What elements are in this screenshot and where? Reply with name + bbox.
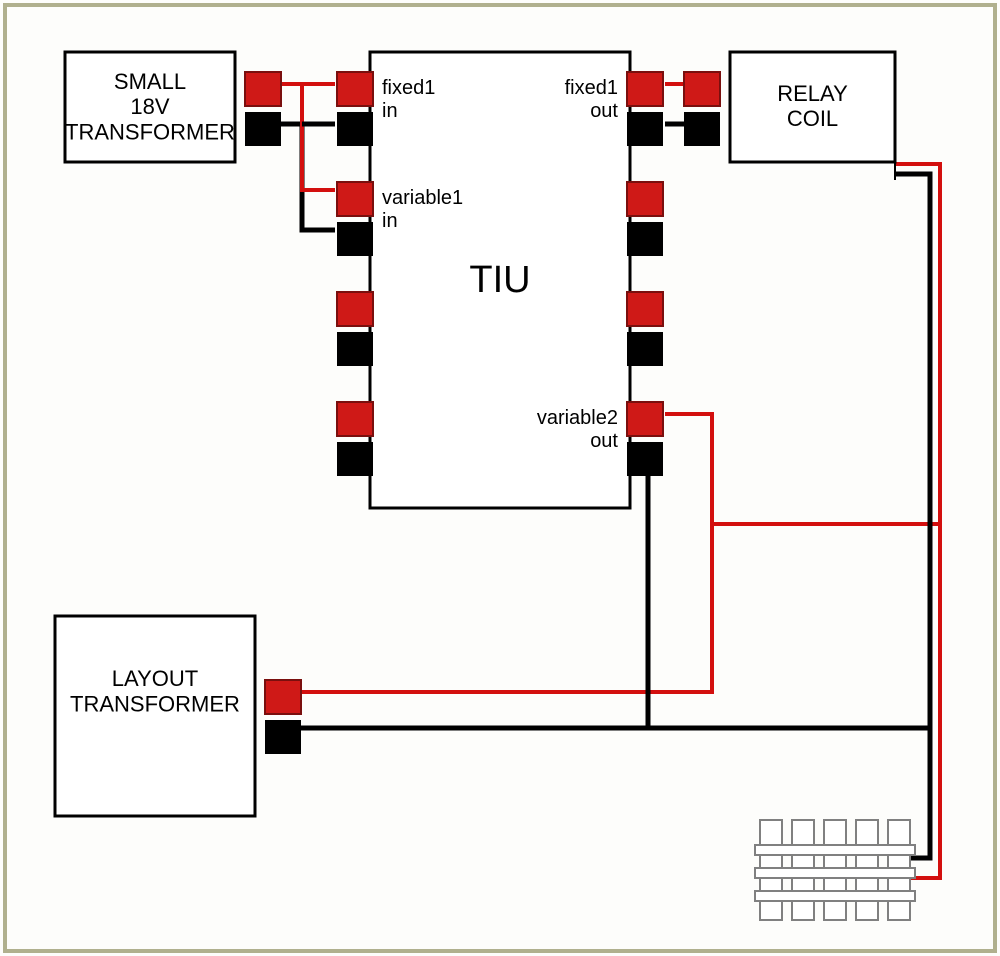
small_transformer: SMALL18VTRANSFORMER [65,52,235,162]
track [755,820,915,920]
relay_coil: RELAYCOIL [730,52,895,162]
layout_transformer: LAYOUTTRANSFORMER [55,616,255,816]
svg-text:TIU: TIU [469,259,530,301]
svg-text:RELAYCOIL: RELAYCOIL [777,81,848,131]
